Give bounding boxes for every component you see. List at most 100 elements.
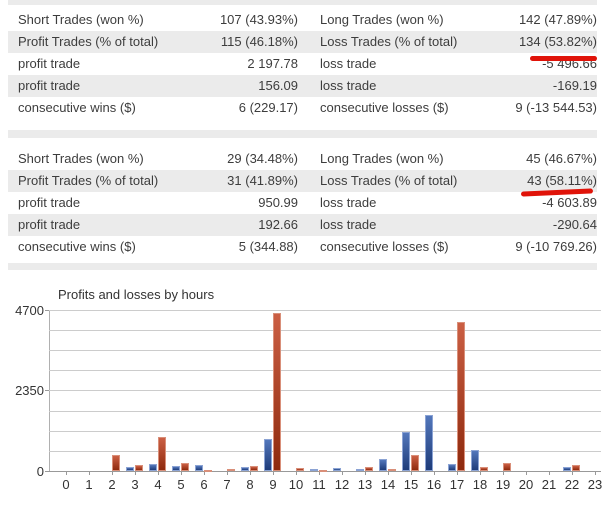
x-axis-tick-label: 17 bbox=[449, 477, 465, 492]
y-axis-tick-label: 0 bbox=[36, 464, 44, 479]
stat-value: 45 (46.67%) bbox=[526, 151, 597, 166]
bar-profit-hour-15 bbox=[402, 432, 410, 471]
stat-value: 2 197.78 bbox=[247, 56, 298, 71]
x-axis-tick bbox=[526, 471, 527, 475]
bar-profit-hour-14 bbox=[379, 459, 387, 471]
bar-profit-hour-6 bbox=[195, 465, 203, 471]
x-axis-tick-label: 4 bbox=[154, 477, 162, 492]
bar-profit-hour-11 bbox=[310, 469, 318, 471]
stat-value: -4 603.89 bbox=[542, 195, 597, 210]
x-axis-tick-label: 9 bbox=[269, 477, 277, 492]
bar-profit-hour-16 bbox=[425, 415, 433, 471]
bar-loss-hour-11 bbox=[319, 470, 327, 472]
stat-value: 9 (-10 769.26) bbox=[515, 239, 597, 254]
table-row: profit trade 156.09 loss trade -169.19 bbox=[8, 75, 597, 97]
stat-label: Loss Trades (% of total) bbox=[320, 173, 458, 188]
stat-value: 29 (34.48%) bbox=[227, 151, 298, 166]
bar-profit-hour-12 bbox=[333, 468, 341, 471]
y-axis-tick-label: 4700 bbox=[15, 303, 44, 318]
bar-profit-hour-17 bbox=[448, 464, 456, 471]
stat-value: 31 (41.89%) bbox=[227, 173, 298, 188]
bar-loss-hour-22 bbox=[572, 465, 580, 471]
stat-label: profit trade bbox=[18, 56, 81, 71]
x-axis-tick bbox=[250, 471, 251, 475]
bar-profit-hour-8 bbox=[241, 467, 249, 471]
x-axis-tick-label: 19 bbox=[495, 477, 511, 492]
x-axis-tick bbox=[595, 471, 596, 475]
x-axis-tick bbox=[342, 471, 343, 475]
mid-partial-row-strip bbox=[8, 130, 597, 138]
x-axis-tick bbox=[503, 471, 504, 475]
top-partial-row-strip bbox=[8, 0, 597, 5]
x-axis-tick-label: 5 bbox=[177, 477, 185, 492]
bar-loss-hour-13 bbox=[365, 467, 373, 471]
bar-loss-hour-14 bbox=[388, 469, 396, 471]
gridline bbox=[49, 411, 601, 412]
x-axis-tick-label: 10 bbox=[288, 477, 304, 492]
bar-loss-hour-2 bbox=[112, 455, 120, 471]
stat-label: consecutive wins ($) bbox=[18, 239, 136, 254]
stat-label: Short Trades (won %) bbox=[18, 151, 144, 166]
stat-value: 6 (229.17) bbox=[238, 100, 298, 115]
stat-value: 107 (43.93%) bbox=[219, 12, 298, 27]
bar-loss-hour-5 bbox=[181, 463, 189, 471]
stat-label: profit trade bbox=[18, 78, 81, 93]
bar-loss-hour-15 bbox=[411, 455, 419, 471]
table-row: profit trade 2 197.78 loss trade -5 496.66 bbox=[8, 53, 597, 75]
x-axis-tick-label: 11 bbox=[312, 477, 326, 492]
x-axis-tick bbox=[434, 471, 435, 475]
bar-profit-hour-3 bbox=[126, 467, 134, 471]
red-marker-underline-loss-pct-1 bbox=[530, 56, 597, 61]
x-axis-tick-label: 14 bbox=[380, 477, 396, 492]
stat-value: 950.99 bbox=[258, 195, 298, 210]
x-axis-tick-label: 21 bbox=[541, 477, 557, 492]
chart-title: Profits and losses by hours bbox=[58, 287, 215, 302]
table-row: profit trade 192.66 loss trade -290.64 bbox=[8, 214, 597, 236]
gridline bbox=[49, 330, 601, 331]
x-axis-tick bbox=[227, 471, 228, 475]
x-axis-tick bbox=[411, 471, 412, 475]
bottom-partial-row-strip bbox=[8, 263, 597, 270]
table-row: Short Trades (won %) 29 (34.48%) Long Trad… bbox=[8, 148, 597, 170]
table-row: consecutive wins ($) 5 (344.88) consecutiv… bbox=[8, 236, 597, 258]
stat-label: consecutive losses ($) bbox=[320, 239, 449, 254]
stat-label: consecutive wins ($) bbox=[18, 100, 136, 115]
stat-label: loss trade bbox=[320, 78, 377, 93]
y-axis-tick bbox=[45, 471, 49, 472]
stat-label: loss trade bbox=[320, 56, 377, 71]
bar-loss-hour-8 bbox=[250, 466, 258, 471]
x-axis-tick bbox=[112, 471, 113, 475]
x-axis-tick bbox=[365, 471, 366, 475]
stat-value: 142 (47.89%) bbox=[518, 12, 597, 27]
stat-value: 5 (344.88) bbox=[238, 239, 298, 254]
bar-profit-hour-18 bbox=[471, 450, 479, 471]
stat-value: 192.66 bbox=[258, 217, 298, 232]
bar-profit-hour-4 bbox=[149, 464, 157, 471]
x-axis-tick bbox=[572, 471, 573, 475]
bar-loss-hour-17 bbox=[457, 322, 465, 471]
x-axis-tick-label: 1 bbox=[85, 477, 93, 492]
bar-loss-hour-4 bbox=[158, 437, 166, 471]
x-axis-tick bbox=[89, 471, 90, 475]
gridline bbox=[49, 370, 601, 371]
x-axis-tick-label: 3 bbox=[131, 477, 139, 492]
x-axis-tick-label: 8 bbox=[246, 477, 254, 492]
stat-label: Long Trades (won %) bbox=[320, 12, 444, 27]
x-axis-tick-label: 6 bbox=[200, 477, 208, 492]
stats-table-filtered-trades: Short Trades (won %) 29 (34.48%) Long Trad… bbox=[8, 148, 597, 258]
x-axis-tick-label: 23 bbox=[587, 477, 603, 492]
stat-label: Long Trades (won %) bbox=[320, 151, 444, 166]
gridline bbox=[49, 451, 601, 452]
x-axis-tick-label: 12 bbox=[334, 477, 350, 492]
gridline bbox=[49, 431, 601, 432]
x-axis-tick bbox=[480, 471, 481, 475]
stat-label: consecutive losses ($) bbox=[320, 100, 449, 115]
y-axis-tick-label: 2350 bbox=[15, 383, 44, 398]
stat-label: Short Trades (won %) bbox=[18, 12, 144, 27]
x-axis-tick-label: 0 bbox=[62, 477, 70, 492]
stat-label: loss trade bbox=[320, 195, 377, 210]
bar-profit-hour-22 bbox=[563, 467, 571, 471]
x-axis-tick-label: 18 bbox=[472, 477, 488, 492]
x-axis-tick-label: 16 bbox=[426, 477, 442, 492]
